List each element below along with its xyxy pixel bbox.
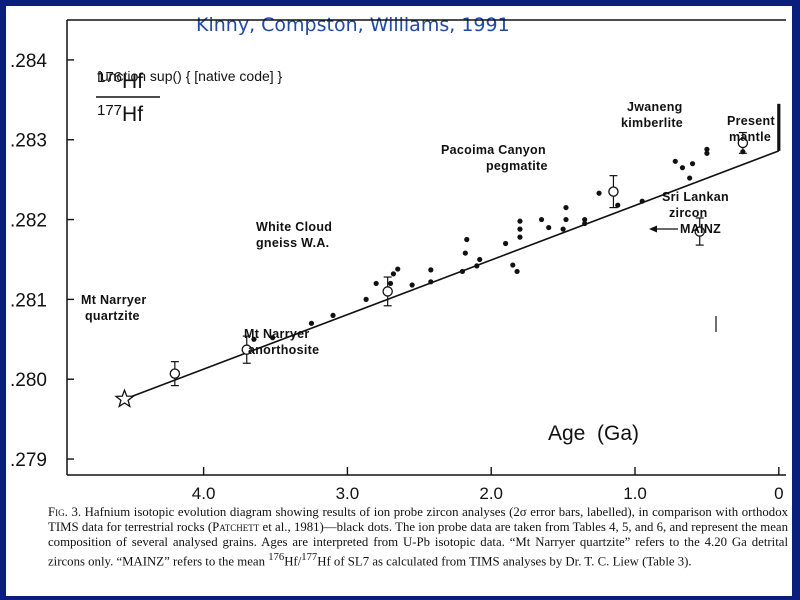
y-axis-numerator: 176Hf bbox=[97, 69, 143, 93]
tims-data-point bbox=[474, 263, 480, 269]
y-axis-label-numerator: function sup() { [native code] } bbox=[97, 68, 283, 84]
annotation-mt-narryer-anorthosite: Mt Narryer anorthosite bbox=[244, 327, 319, 357]
star-point bbox=[114, 388, 135, 408]
tims-data-point bbox=[373, 280, 379, 287]
tims-data-point bbox=[409, 282, 415, 288]
caption-iso-177: 177 bbox=[301, 552, 318, 563]
tims-data-point bbox=[459, 268, 466, 275]
ion-probe-point bbox=[169, 368, 181, 379]
tims-data-point bbox=[395, 266, 401, 272]
tims-data-point bbox=[387, 280, 394, 287]
ion-probe-point bbox=[241, 344, 252, 355]
evolution-line bbox=[124, 150, 780, 400]
y-axis-label: function sup() { [native code] } 176Hf 1… bbox=[96, 68, 283, 126]
annotation-white-cloud-gneiss: White Cloud gneiss W.A. bbox=[256, 220, 336, 250]
caption-text-2: et al., 1981)—black dots. The ion probe … bbox=[48, 520, 789, 569]
tims-data-point bbox=[390, 271, 397, 277]
x-tick-label: 0 bbox=[774, 484, 783, 500]
ion-probe-point bbox=[608, 186, 619, 197]
tims-data-point bbox=[517, 234, 523, 240]
annotation-present-mantle: Present mantle bbox=[727, 114, 779, 144]
tims-data-point bbox=[563, 204, 569, 211]
caption-text-1: Hafnium isotopic evolution diagram showi… bbox=[48, 505, 788, 534]
tims-data-point bbox=[363, 296, 369, 302]
x-axis-ticks: 4.0 3.0 2.0 1.0 0 bbox=[192, 467, 784, 500]
tims-data-point bbox=[477, 256, 483, 263]
y-tick-label: .282 bbox=[10, 211, 47, 232]
tims-data-point bbox=[689, 161, 696, 167]
x-tick-label: 3.0 bbox=[336, 484, 360, 500]
tims-data-point bbox=[464, 236, 470, 243]
x-axis-title: Age (Ga) bbox=[548, 422, 639, 445]
x-tick-label: 1.0 bbox=[623, 484, 647, 500]
y-tick-label: .283 bbox=[10, 131, 47, 152]
y-tick-label: .281 bbox=[10, 290, 47, 311]
tims-data-point bbox=[428, 279, 434, 285]
figure-caption: Fig. 3. Hafnium isotopic evolution diagr… bbox=[48, 505, 788, 569]
tims-data-point bbox=[582, 220, 588, 227]
tims-data-point bbox=[517, 226, 523, 232]
tims-data-point bbox=[330, 312, 336, 318]
caption-text-hf: Hf/ bbox=[284, 554, 302, 569]
tims-data-point bbox=[560, 226, 566, 232]
caption-fig-label: Fig. 3. bbox=[48, 505, 82, 519]
data-series bbox=[114, 131, 749, 408]
tims-data-point bbox=[672, 158, 678, 164]
tims-data-point bbox=[517, 218, 523, 224]
tims-data-point bbox=[639, 198, 645, 204]
tims-data-point bbox=[251, 336, 257, 342]
annotation-jwaneng-kimberlite: Jwaneng kimberlite bbox=[621, 100, 686, 130]
mainz-arrow-head bbox=[649, 225, 657, 233]
tims-data-point bbox=[704, 150, 710, 156]
ion-probe-point bbox=[737, 137, 749, 149]
annotation-mainz: MAINZ bbox=[680, 222, 721, 236]
y-axis-ticks: .284 .283 .282 .281 .280 .279 bbox=[10, 51, 74, 471]
tims-data-point bbox=[428, 267, 434, 273]
caption-text-3: Hf of SL7 as calculated from TIMS analys… bbox=[317, 554, 692, 569]
x-tick-label: 2.0 bbox=[479, 484, 503, 500]
evolution-lines bbox=[124, 103, 781, 400]
caption-patchett: Patchett bbox=[212, 520, 260, 534]
tims-data-point bbox=[546, 224, 552, 231]
ion-probe-point bbox=[382, 286, 393, 297]
y-tick-label: .279 bbox=[10, 450, 47, 471]
y-axis-denominator: 177Hf bbox=[97, 102, 143, 126]
tims-data-point bbox=[502, 240, 509, 247]
tims-data-point bbox=[582, 216, 588, 223]
tims-data-point bbox=[704, 146, 710, 152]
tims-data-point bbox=[687, 175, 693, 181]
tims-data-point bbox=[596, 190, 602, 196]
tims-data-point bbox=[563, 216, 569, 223]
annotation-sri-lankan-zircon: Sri Lankan zircon bbox=[662, 190, 733, 220]
annotation-mt-narryer-quartzite: Mt Narryer quartzite bbox=[81, 293, 150, 323]
y-tick-label: .280 bbox=[10, 370, 47, 391]
tims-data-point bbox=[270, 335, 276, 341]
tims-data-point bbox=[538, 216, 545, 223]
tims-data-point bbox=[308, 320, 315, 326]
annotation-pacoima-canyon-pegmatite: Pacoima Canyon pegmatite bbox=[441, 143, 550, 173]
annotations: Mt Narryer quartzite Mt Narryer anorthos… bbox=[81, 100, 779, 357]
tims-data-point bbox=[514, 268, 520, 275]
x-tick-label: 4.0 bbox=[192, 484, 216, 500]
tims-data-point bbox=[462, 250, 468, 256]
tims-data-point bbox=[510, 262, 516, 268]
caption-iso-176: 176 bbox=[268, 552, 285, 563]
ion-probe-point bbox=[694, 226, 705, 237]
tims-data-point bbox=[679, 165, 686, 171]
plot-frame bbox=[66, 19, 786, 476]
hf-evolution-chart: .284 .283 .282 .281 .280 .279 4.0 3.0 2.0 1.0 0 f… bbox=[10, 19, 786, 500]
slide: Kinny, Compston, Williams, 1991 .284.283… bbox=[6, 6, 792, 596]
y-tick-label: .284 bbox=[10, 51, 47, 72]
tims-data-point bbox=[615, 202, 621, 208]
